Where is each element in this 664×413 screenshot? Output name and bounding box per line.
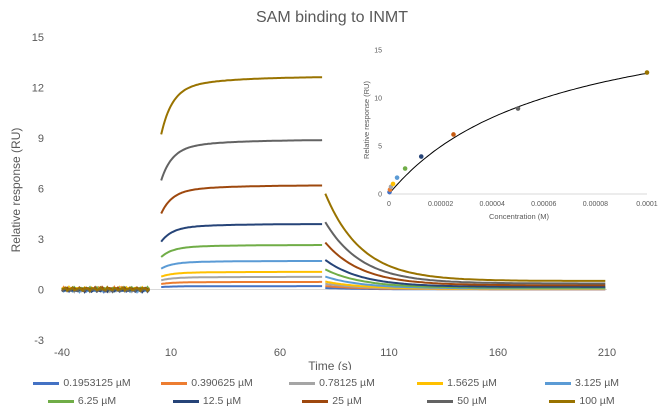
- series-line: [61, 76, 606, 293]
- x-tick-label: 210: [598, 347, 616, 359]
- legend: 0.1953125 µM 0.390625 µM 0.78125 µM 1.5625 …: [18, 374, 646, 410]
- legend-swatch: [172, 399, 199, 403]
- x-tick-label: 160: [489, 347, 507, 359]
- legend-label: 1.5625 µM: [447, 377, 497, 389]
- inset-data-point: [515, 106, 521, 111]
- series-line: [61, 139, 606, 294]
- legend-swatch: [161, 381, 188, 385]
- inset-y-tick-label: 5: [378, 144, 382, 151]
- inset-fit-curve: [388, 72, 648, 195]
- inset-x-tick-label: 0.0001: [636, 201, 658, 208]
- inset-x-tick-label: 0.00004: [480, 201, 505, 208]
- main-plot-area: -3 0 3 6 9 12 15 -40 10 60 110 160 210: [32, 32, 616, 359]
- y-axis-label: Relative response (RU): [9, 128, 23, 253]
- legend-label: 3.125 µM: [575, 377, 619, 389]
- legend-swatch: [427, 399, 454, 403]
- legend-item: 1.5625 µM: [395, 374, 520, 392]
- inset-data-point: [644, 70, 650, 75]
- y-tick-label: 0: [38, 285, 44, 297]
- y-tick-label: 6: [38, 184, 44, 196]
- y-tick-label: 12: [32, 83, 44, 95]
- legend-item: 0.1953125 µM: [20, 374, 145, 392]
- legend-swatch: [302, 399, 329, 403]
- legend-label: 12.5 µM: [202, 395, 242, 407]
- legend-swatch: [417, 381, 444, 385]
- inset-data-point: [394, 175, 400, 180]
- y-tick-label: 9: [38, 133, 44, 145]
- inset-plot: Relative response (RU) Concentration (M)…: [362, 48, 658, 222]
- legend-swatch: [549, 399, 576, 403]
- legend-swatch: [289, 381, 316, 385]
- inset-data-point: [402, 166, 408, 171]
- legend-label: 25 µM: [332, 395, 362, 407]
- legend-item: 0.78125 µM: [270, 374, 395, 392]
- legend-item: 3.125 µM: [520, 374, 645, 392]
- series-line: [61, 184, 606, 293]
- chart-title: SAM binding to INMT: [256, 9, 408, 26]
- x-tick-label: 10: [165, 347, 177, 359]
- legend-item: 50 µM: [395, 392, 520, 410]
- inset-x-tick-label: 0: [387, 201, 391, 208]
- legend-label: 0.390625 µM: [191, 377, 253, 389]
- legend-item: 12.5 µM: [145, 392, 270, 410]
- legend-swatch: [33, 381, 60, 385]
- legend-item: 6.25 µM: [20, 392, 145, 410]
- y-tick-label: 3: [38, 234, 44, 246]
- x-axis-label: Time (s): [308, 359, 352, 370]
- legend-item: 100 µM: [520, 392, 645, 410]
- inset-data-point: [418, 154, 424, 159]
- inset-x-tick-label: 0.00008: [583, 201, 608, 208]
- legend-swatch: [545, 381, 571, 385]
- y-tick-label: 15: [32, 32, 44, 44]
- y-tick-label: -3: [34, 335, 44, 347]
- inset-data-point: [451, 132, 456, 137]
- inset-x-tick-label: 0.00002: [428, 201, 453, 208]
- legend-label: 0.78125 µM: [319, 377, 375, 389]
- x-tick-label: 110: [380, 347, 398, 359]
- inset-y-axis-label: Relative response (RU): [362, 81, 371, 159]
- legend-swatch: [47, 399, 74, 403]
- inset-x-tick-label: 0.00006: [531, 201, 556, 208]
- x-tick-label: -40: [54, 347, 70, 359]
- inset-y-tick-label: 0: [378, 192, 382, 199]
- legend-label: 0.1953125 µM: [63, 377, 131, 389]
- legend-item: 25 µM: [270, 392, 395, 410]
- inset-x-axis-label: Concentration (M): [489, 212, 550, 221]
- legend-label: 6.25 µM: [77, 395, 117, 407]
- inset-data-point: [390, 181, 396, 187]
- legend-label: 50 µM: [457, 395, 487, 407]
- legend-label: 100 µM: [579, 395, 615, 407]
- inset-y-tick-label: 15: [374, 48, 382, 55]
- inset-y-tick-label: 10: [374, 96, 382, 103]
- x-tick-label: 60: [274, 347, 286, 359]
- chart-canvas: SAM binding to INMT Relative response (R…: [9, 9, 658, 370]
- legend-item: 0.390625 µM: [145, 374, 270, 392]
